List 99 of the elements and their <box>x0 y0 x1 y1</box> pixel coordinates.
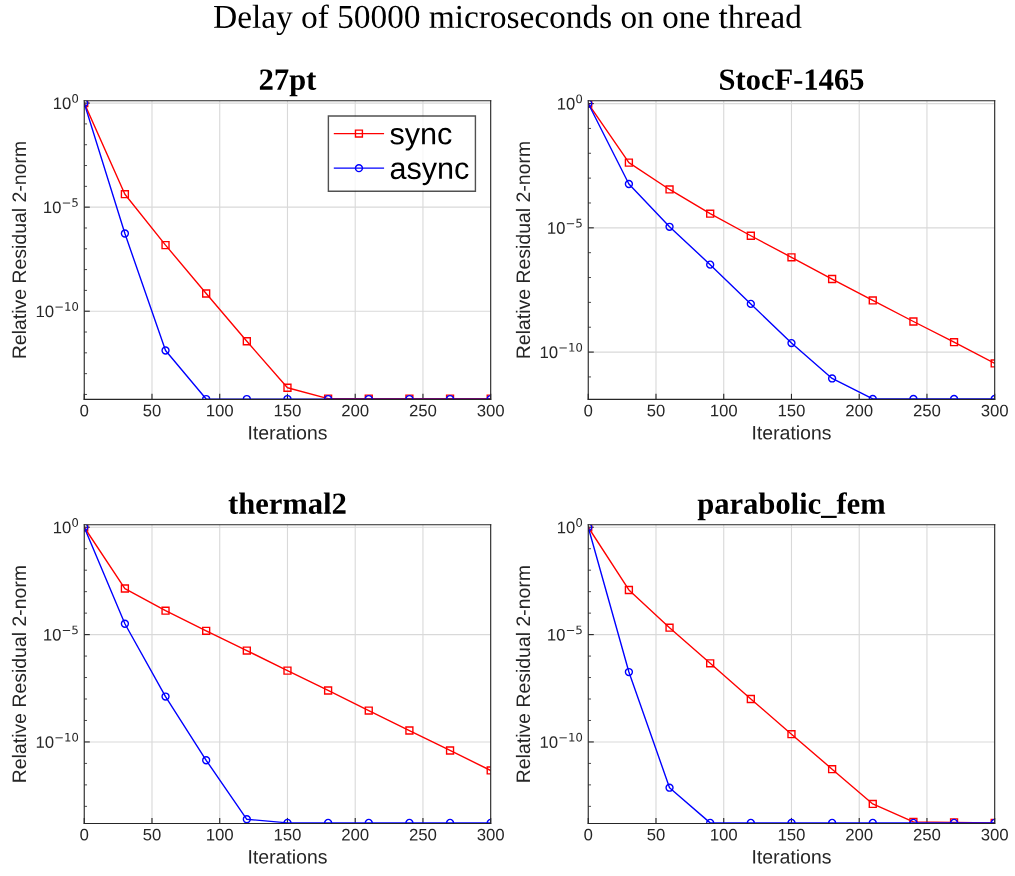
x-tick-label: 150 <box>778 828 805 841</box>
x-tick-label: 300 <box>981 404 1008 417</box>
x-tick-label: 0 <box>584 828 593 841</box>
y-axis-title: Relative Residual 2-norm <box>515 566 531 782</box>
point <box>787 730 796 739</box>
x-tick-label: 150 <box>274 404 301 417</box>
point <box>283 383 292 392</box>
x-tick-label: 100 <box>711 404 737 417</box>
y-tick-label: 10$^{−10}$ <box>540 732 583 749</box>
point <box>405 726 414 735</box>
point <box>624 585 634 595</box>
point <box>323 686 333 695</box>
legend-label: async <box>390 162 469 186</box>
point <box>120 584 130 593</box>
x-tick-label: 150 <box>778 404 805 417</box>
x-tick-label: 300 <box>477 404 504 417</box>
point <box>665 783 674 792</box>
x-tick-label: 0 <box>584 404 593 417</box>
x-axis-title: Iterations <box>753 849 831 864</box>
point <box>161 606 170 615</box>
y-tick-label: 10$^{0}$ <box>557 94 583 110</box>
point <box>120 190 130 199</box>
point <box>161 346 170 355</box>
chart-title: 27pt <box>259 69 317 97</box>
chart-title: StocF-1465 <box>720 69 864 90</box>
x-tick-label: 50 <box>143 404 161 417</box>
point <box>949 338 959 347</box>
point <box>624 667 634 677</box>
legend-label: sync <box>390 127 452 151</box>
point <box>706 209 715 218</box>
x-tick-label: 300 <box>981 828 1008 841</box>
point <box>746 299 755 309</box>
y-tick-label: 10$^{−5}$ <box>548 218 582 234</box>
point <box>827 374 837 383</box>
point <box>161 692 170 701</box>
x-tick-label: 150 <box>274 828 301 841</box>
y-tick-label: 10$^{−10}$ <box>36 302 79 318</box>
point <box>283 666 292 675</box>
point <box>161 240 170 250</box>
x-tick-label: 0 <box>80 404 89 417</box>
x-tick-label: 50 <box>647 404 665 417</box>
point <box>787 253 796 262</box>
y-tick-label: 10$^{−5}$ <box>44 625 78 641</box>
chart-title: parabolic_fem <box>697 492 886 521</box>
y-tick-label: 10$^{0}$ <box>53 93 79 110</box>
x-tick-label: 100 <box>711 828 737 841</box>
point <box>242 815 251 824</box>
point <box>746 231 755 240</box>
y-axis-title: Relative Residual 2-norm <box>11 566 27 782</box>
point <box>364 706 373 715</box>
point <box>827 764 837 774</box>
y-axis-title: Relative Residual 2-norm <box>515 142 531 358</box>
x-tick-label: 0 <box>80 828 89 841</box>
point <box>665 222 674 231</box>
x-tick-label: 250 <box>409 828 437 841</box>
point <box>120 229 130 238</box>
point <box>706 659 715 668</box>
point <box>665 185 674 194</box>
point <box>665 623 674 632</box>
x-tick-label: 100 <box>207 828 233 841</box>
x-tick-label: 200 <box>846 404 873 417</box>
y-tick-label: 10$^{0}$ <box>557 518 583 534</box>
y-axis-title: Relative Residual 2-norm <box>11 142 27 358</box>
y-tick-label: 10$^{0}$ <box>53 518 79 534</box>
point <box>787 338 796 348</box>
x-tick-label: 200 <box>342 828 369 841</box>
x-tick-label: 200 <box>846 828 873 841</box>
point <box>827 274 837 284</box>
point <box>445 746 455 755</box>
point <box>202 626 211 635</box>
point <box>242 337 251 346</box>
text: Delay of 50000 microseconds on one thread <box>214 4 802 36</box>
x-axis-title: Iterations <box>249 425 327 440</box>
point <box>624 158 634 167</box>
x-tick-label: 300 <box>477 828 504 841</box>
y-tick-label: 10$^{−5}$ <box>548 625 582 641</box>
x-tick-label: 200 <box>342 404 369 417</box>
chart-title: thermal2 <box>228 492 346 514</box>
x-tick-label: 250 <box>913 828 941 841</box>
point <box>868 296 877 305</box>
point <box>909 317 918 326</box>
x-axis-title: Iterations <box>249 849 327 864</box>
x-tick-label: 50 <box>143 828 161 841</box>
point <box>202 289 211 298</box>
x-tick-label: 250 <box>409 404 437 417</box>
x-tick-label: 100 <box>207 404 233 417</box>
point <box>868 799 877 809</box>
point <box>242 646 251 655</box>
point <box>202 756 211 765</box>
point <box>120 619 130 628</box>
point <box>706 260 715 269</box>
x-axis-title: Iterations <box>753 425 831 440</box>
x-tick-label: 250 <box>913 404 941 417</box>
point <box>624 179 634 189</box>
y-tick-label: 10$^{−5}$ <box>44 198 78 214</box>
y-tick-label: 10$^{−10}$ <box>540 342 583 359</box>
x-tick-label: 50 <box>647 828 665 841</box>
point <box>746 694 755 704</box>
y-tick-label: 10$^{−10}$ <box>36 732 79 749</box>
